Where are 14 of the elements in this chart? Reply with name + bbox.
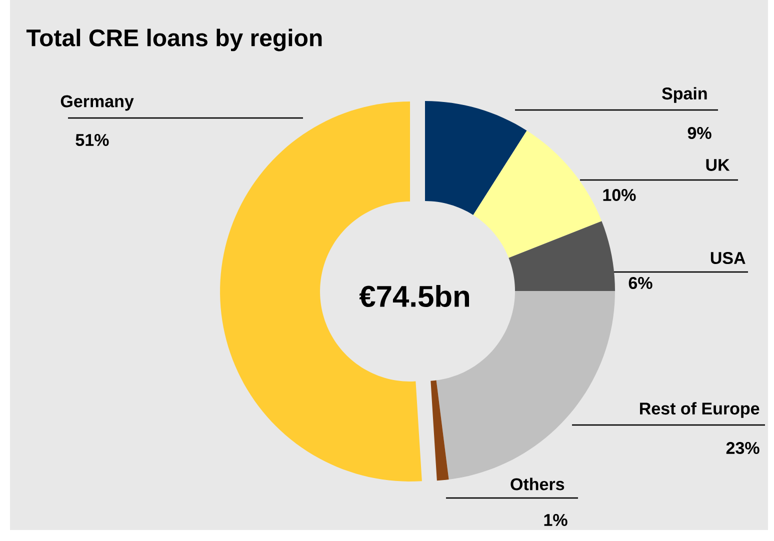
text: €74.5bn: [359, 284, 469, 308]
slice-label: Others: [510, 478, 564, 490]
data-label: 6%: [628, 276, 652, 290]
slice-label: Spain: [662, 87, 707, 103]
slice-label: USA: [710, 252, 746, 264]
slice-label: Rest of Europe: [640, 402, 760, 418]
data-label: 1%: [544, 514, 568, 526]
data-label: 23%: [726, 442, 760, 454]
chart-title: Total CRE loans by region: [26, 28, 322, 52]
data-label: 9%: [688, 126, 712, 140]
data-label: 51%: [76, 134, 109, 146]
slice-label: Germany: [60, 95, 134, 111]
data-label: 10%: [603, 188, 636, 202]
slice-label: UK: [706, 159, 730, 171]
